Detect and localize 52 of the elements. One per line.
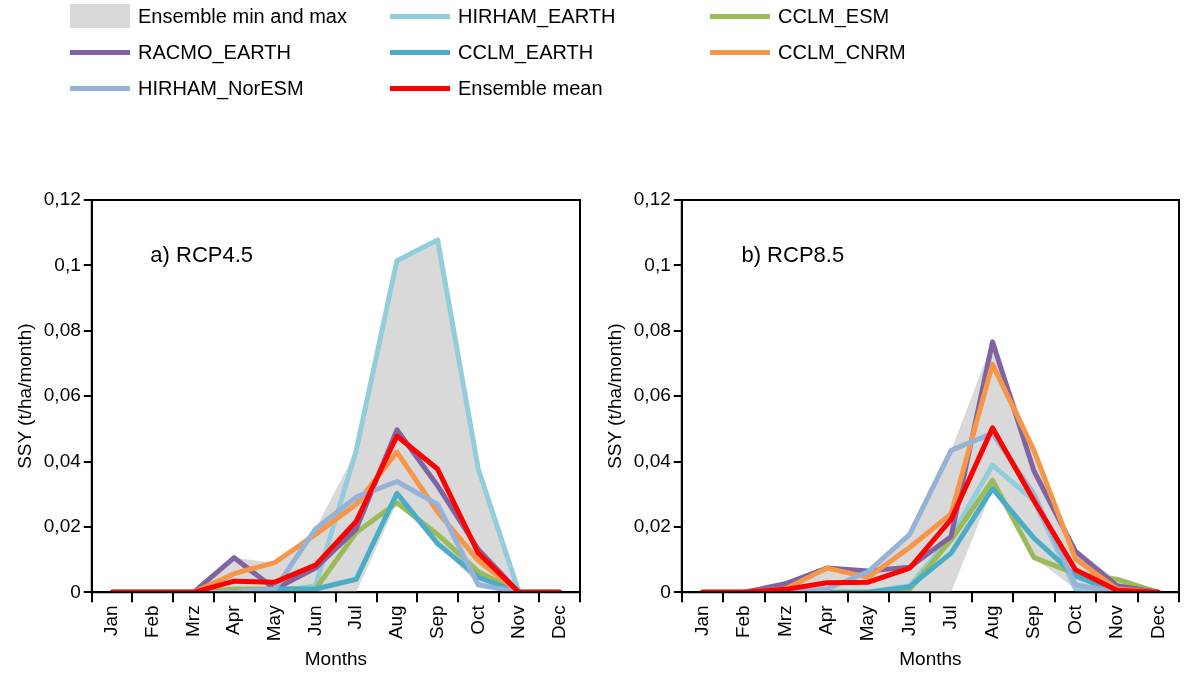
x-tick-label: Jun bbox=[897, 605, 919, 636]
x-tick-label: May bbox=[263, 604, 285, 642]
y-tick-label: 0,02 bbox=[43, 515, 81, 537]
x-tick-label: Aug bbox=[980, 605, 1002, 640]
x-tick-label: Jul bbox=[344, 605, 366, 630]
x-tick-label: Feb bbox=[732, 605, 754, 639]
legend-label: CCLM_ESM bbox=[778, 4, 890, 28]
y-tick-label: 0,04 bbox=[633, 449, 672, 471]
x-tick-label: Apr bbox=[222, 604, 244, 635]
x-tick-label: Nov bbox=[507, 604, 529, 640]
y-tick-label: 0,1 bbox=[644, 253, 671, 275]
legend-label: CCLM_CNRM bbox=[778, 40, 906, 64]
x-tick-label: Jan bbox=[690, 605, 712, 636]
x-tick-label: Jun bbox=[303, 605, 325, 636]
legend-label: HIRHAM_EARTH bbox=[458, 4, 616, 28]
x-tick-label: Aug bbox=[385, 605, 407, 640]
x-tick-label: May bbox=[856, 604, 878, 642]
y-tick-label: 0 bbox=[660, 580, 671, 602]
legend-label: HIRHAM_NorESM bbox=[138, 76, 304, 100]
x-tick-label: Sep bbox=[1022, 605, 1044, 640]
y-axis-title: SSY (t/ha/month) bbox=[603, 323, 625, 469]
y-tick-label: 0,12 bbox=[43, 188, 81, 210]
x-tick-label: Apr bbox=[815, 604, 837, 635]
x-tick-label: Dec bbox=[1146, 605, 1168, 640]
y-tick-label: 0,06 bbox=[633, 384, 671, 406]
x-tick-label: Oct bbox=[466, 604, 488, 635]
x-tick-label: Mrz bbox=[773, 605, 795, 637]
legend-label: RACMO_EARTH bbox=[138, 40, 291, 64]
y-axis-title: SSY (t/ha/month) bbox=[13, 323, 35, 469]
legend-label: CCLM_EARTH bbox=[458, 40, 594, 64]
x-tick-label: Nov bbox=[1105, 604, 1127, 640]
x-tick-label: Jul bbox=[939, 605, 961, 630]
text: a) RCP4.5 bbox=[150, 242, 254, 268]
x-tick-label: Mrz bbox=[181, 605, 203, 637]
x-axis-title: Months bbox=[899, 647, 962, 669]
text: Ensemble min and max bbox=[138, 4, 347, 28]
legend-label: Ensemble mean bbox=[458, 76, 603, 100]
x-tick-label: Oct bbox=[1063, 604, 1085, 635]
y-tick-label: 0,08 bbox=[633, 319, 671, 340]
y-tick-label: 0,04 bbox=[43, 449, 82, 471]
y-tick-label: 0,02 bbox=[633, 515, 671, 537]
y-tick-label: 0,1 bbox=[54, 253, 81, 275]
x-tick-label: Feb bbox=[141, 605, 163, 639]
y-tick-label: 0,12 bbox=[633, 188, 671, 210]
y-tick-label: 0,08 bbox=[43, 319, 81, 340]
x-axis-title: Months bbox=[304, 647, 368, 669]
y-tick-label: 0,06 bbox=[43, 384, 81, 406]
y-tick-label: 0 bbox=[70, 580, 81, 602]
text: b) RCP8.5 bbox=[741, 242, 845, 268]
x-tick-label: Sep bbox=[425, 605, 447, 640]
x-tick-label: Jan bbox=[100, 605, 122, 636]
x-tick-label: Dec bbox=[547, 605, 569, 640]
